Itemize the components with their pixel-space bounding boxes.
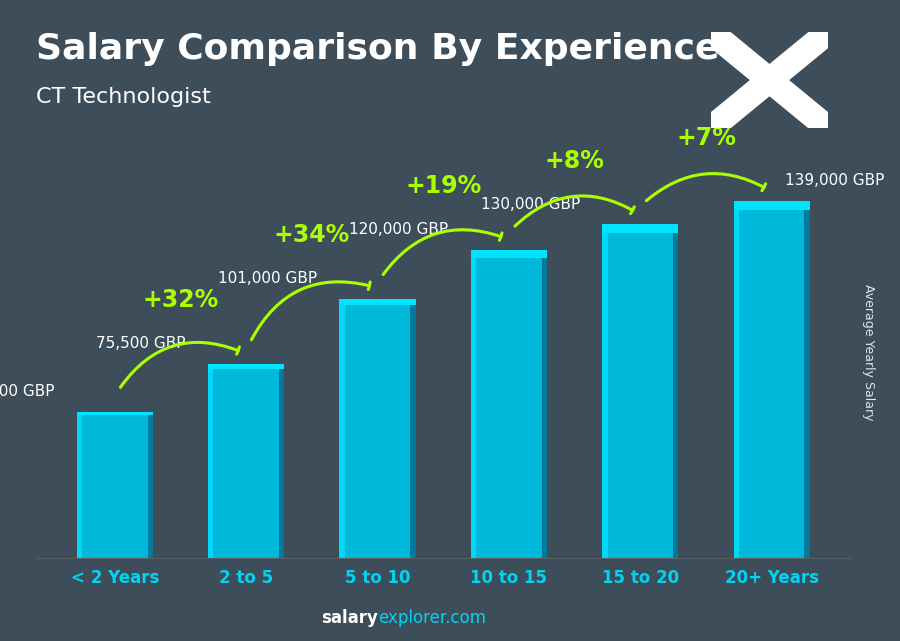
Text: +19%: +19% [405, 174, 482, 198]
Text: Average Yearly Salary: Average Yearly Salary [862, 285, 875, 420]
Bar [734, 201, 810, 558]
Bar [471, 250, 547, 558]
Text: 57,000 GBP: 57,000 GBP [0, 384, 54, 399]
Bar [208, 364, 284, 558]
Bar [602, 224, 679, 558]
Text: 120,000 GBP: 120,000 GBP [349, 222, 448, 237]
Bar [279, 364, 284, 558]
Text: +7%: +7% [676, 126, 736, 149]
Text: 75,500 GBP: 75,500 GBP [96, 337, 185, 351]
Bar [471, 250, 476, 558]
Bar [148, 412, 153, 558]
Text: 101,000 GBP: 101,000 GBP [218, 271, 317, 286]
Bar [602, 224, 679, 233]
Bar [76, 412, 153, 415]
Bar [542, 250, 547, 558]
Bar [339, 299, 345, 558]
Text: explorer.com: explorer.com [378, 609, 486, 627]
Bar [471, 250, 547, 258]
Bar [602, 224, 608, 558]
Text: +34%: +34% [274, 223, 350, 247]
Bar [339, 299, 416, 305]
Bar [734, 201, 810, 210]
Text: 139,000 GBP: 139,000 GBP [785, 174, 884, 188]
Bar [76, 412, 153, 558]
Text: CT Technologist: CT Technologist [36, 87, 211, 106]
Bar [805, 201, 810, 558]
Bar [208, 364, 284, 369]
Text: Salary Comparison By Experience: Salary Comparison By Experience [36, 32, 719, 66]
Text: salary: salary [321, 609, 378, 627]
Text: 130,000 GBP: 130,000 GBP [481, 197, 580, 212]
Bar [734, 201, 739, 558]
Text: +32%: +32% [142, 288, 219, 312]
Bar [673, 224, 679, 558]
Bar [339, 299, 416, 558]
Text: +8%: +8% [544, 149, 605, 172]
Bar [208, 364, 213, 558]
Bar [410, 299, 416, 558]
Bar [76, 412, 82, 558]
